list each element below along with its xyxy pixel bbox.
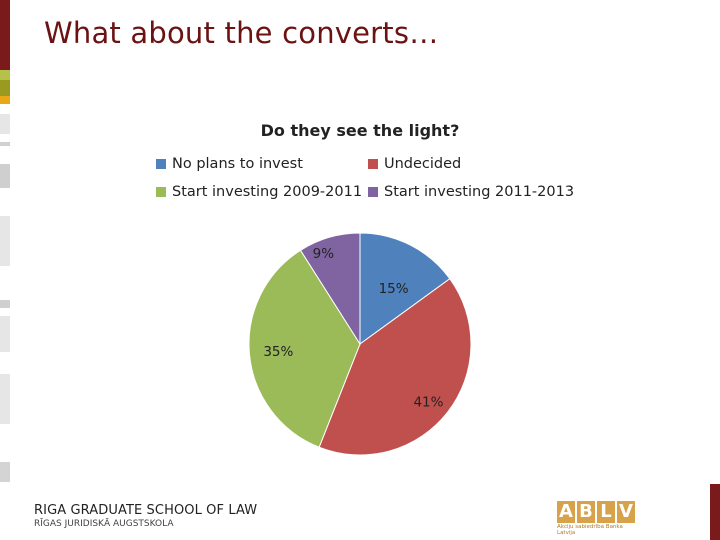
chart-title: Do they see the light? [260,121,460,140]
bank-logo-letter: L [597,501,615,523]
stripe-olive [0,80,10,96]
pie-slice-label: 15% [379,281,409,297]
stripe-grey [0,316,10,352]
pie-slice-label: 41% [413,394,443,410]
stripe-grey [0,114,10,134]
pie-slice [318,278,472,456]
chart-legend: No plans to invest Undecided Start inves… [156,156,596,206]
legend-label: No plans to invest [172,156,303,172]
stripe-grey [0,300,10,308]
legend-label: Start investing 2009-2011 [172,184,363,200]
stripe-orange [0,96,10,104]
bank-logo-letter: A [557,501,575,523]
legend-item: Start investing 2011-2013 [368,184,574,200]
legend-label: Start investing 2011-2013 [384,184,575,200]
legend-swatch [368,159,378,169]
legend-swatch [156,187,166,197]
stripe-grey [0,142,10,146]
legend-item: No plans to invest [156,156,303,172]
left-decorative-stripes [0,70,10,540]
bank-logo: A B L V Akciju sabiedrība Banka Latvija [557,501,637,536]
stripe-grey [0,462,10,482]
stripe-grey [0,164,10,188]
legend-swatch [156,159,166,169]
school-name-latvian: RĪGAS JURIDISKĀ AUGSTSKOLA [34,519,174,529]
school-logo: RIGA GRADUATE SCHOOL OF LAW RĪGAS JURIDI… [34,503,257,529]
school-name: RIGA GRADUATE SCHOOL OF LAW [34,503,258,518]
right-accent-bar [710,484,720,540]
slide-title: What about the converts… [44,16,439,50]
bank-logo-letter: B [577,501,595,523]
legend-swatch [368,187,378,197]
legend-label: Undecided [384,156,462,172]
legend-item: Start investing 2009-2011 [156,184,362,200]
pie-slice-label: 9% [313,246,335,262]
left-accent-bar [0,0,10,70]
stripe-grey [0,374,10,424]
bank-logo-letter: V [617,501,635,523]
stripe-grey [0,216,10,266]
legend-item: Undecided [368,156,461,172]
bank-logo-subtitle: Akciju sabiedrība Banka Latvija [557,524,623,536]
pie-slice [359,232,451,345]
pie-slice [299,232,361,346]
pie-slice [248,249,361,448]
pie-slice-label: 35% [263,344,293,360]
stripe-green [0,70,10,80]
